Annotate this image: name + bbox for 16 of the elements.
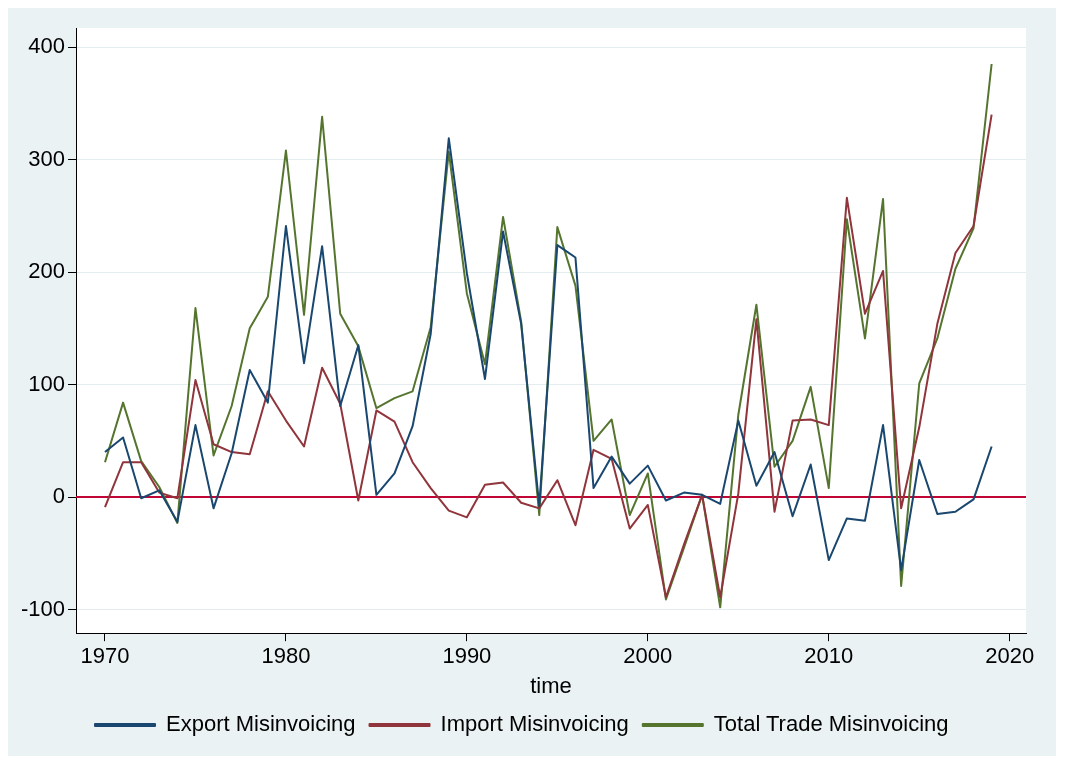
legend-label: Import Misinvoicing [440,711,629,737]
y-tick-label: 200 [28,258,66,284]
y-tick-label: 100 [28,370,66,396]
legend-label: Total Trade Misinvoicing [713,711,949,737]
y-tick-label: 0 [52,483,66,509]
legend-label: Export Misinvoicing [166,711,356,737]
x-axis-title: time [530,672,572,698]
y-tick-label: 300 [28,145,66,171]
x-tick-label: 2020 [985,643,1035,669]
y-tick-label: 400 [28,33,66,59]
x-tick-label: 2010 [804,643,854,669]
x-tick-label: 1990 [442,643,492,669]
x-tick-label: 1980 [261,643,311,669]
y-tick-label: -100 [20,595,66,621]
x-tick-label: 2000 [623,643,673,669]
x-tick-label: 1970 [80,643,130,669]
